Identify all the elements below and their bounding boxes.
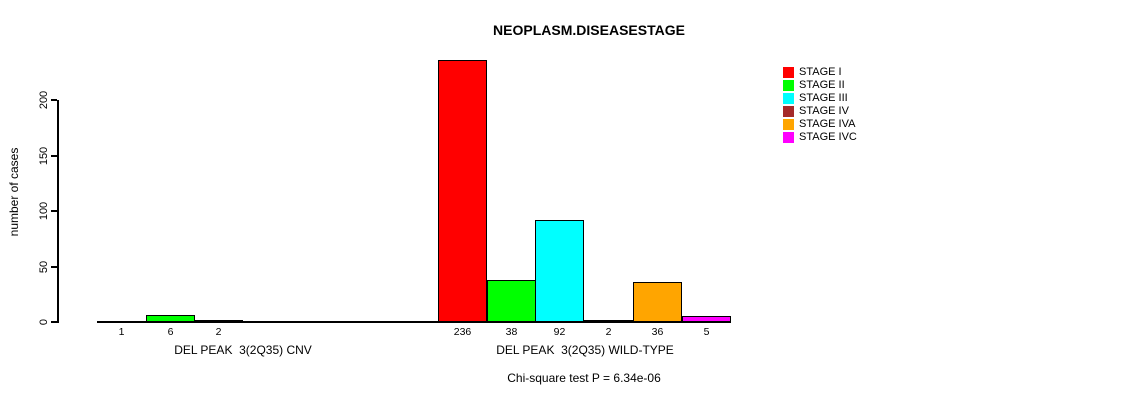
legend-swatch-icon bbox=[783, 132, 794, 143]
legend-label: STAGE III bbox=[799, 92, 848, 104]
bar-value-label: 5 bbox=[703, 326, 710, 338]
legend-item: STAGE IVC bbox=[783, 131, 857, 144]
bar-group2-stage-iii bbox=[535, 220, 584, 322]
bar-value-label: 1 bbox=[118, 326, 125, 338]
bar-value-label: 36 bbox=[651, 326, 664, 338]
y-axis-title: number of cases bbox=[7, 147, 21, 237]
bar-value-label: 92 bbox=[553, 326, 566, 338]
legend-label: STAGE II bbox=[799, 79, 845, 91]
legend-swatch-icon bbox=[783, 119, 794, 130]
legend-item: STAGE II bbox=[783, 79, 857, 92]
y-tick-label: 200 bbox=[38, 90, 50, 110]
legend-item: STAGE IVA bbox=[783, 118, 857, 131]
bar-group1-stage-i bbox=[97, 321, 146, 323]
bar-value-label: 2 bbox=[605, 326, 612, 338]
bar-group2-stage-iv bbox=[584, 320, 633, 322]
legend-item: STAGE III bbox=[783, 92, 857, 105]
y-tick bbox=[51, 321, 57, 323]
legend-swatch-icon bbox=[783, 93, 794, 104]
legend: STAGE I STAGE II STAGE III STAGE IV STAGE IV… bbox=[783, 66, 857, 144]
group-label-cnv: DEL PEAK 3(2Q35) CNV bbox=[174, 343, 312, 357]
chart-title: NEOPLASM.DISEASESTAGE bbox=[493, 22, 685, 38]
y-tick-label: 150 bbox=[38, 146, 50, 165]
y-tick bbox=[51, 154, 57, 157]
y-tick bbox=[51, 99, 57, 101]
y-tick bbox=[51, 265, 57, 268]
y-tick-label: 50 bbox=[38, 260, 50, 273]
y-axis-line bbox=[57, 100, 59, 323]
bar-group2-stage-iva bbox=[633, 282, 682, 322]
x-axis-baseline bbox=[97, 321, 731, 323]
bar-group2-stage-i bbox=[438, 60, 487, 322]
bar-value-label: 6 bbox=[167, 326, 174, 338]
y-tick-label: 100 bbox=[38, 201, 50, 221]
legend-swatch-icon bbox=[783, 67, 794, 78]
legend-label: STAGE IV bbox=[799, 105, 849, 117]
bar-value-label: 38 bbox=[505, 326, 518, 338]
legend-label: STAGE I bbox=[799, 66, 842, 78]
y-tick bbox=[51, 210, 57, 212]
bar-group1-stage-iii bbox=[194, 320, 243, 322]
bar-group2-stage-ii bbox=[487, 280, 536, 322]
legend-item: STAGE IV bbox=[783, 105, 857, 118]
bar-group2-stage-ivc bbox=[682, 316, 731, 322]
y-tick-label: 0 bbox=[38, 318, 50, 326]
bar-value-label: 236 bbox=[453, 326, 472, 338]
bar-group1-stage-ii bbox=[146, 315, 195, 322]
legend-item: STAGE I bbox=[783, 66, 857, 79]
legend-swatch-icon bbox=[783, 80, 794, 91]
group-label-wild-type: DEL PEAK 3(2Q35) WILD-TYPE bbox=[496, 343, 674, 357]
chi-square-annotation: Chi-square test P = 6.34e-06 bbox=[507, 371, 661, 385]
legend-swatch-icon bbox=[783, 106, 794, 117]
legend-label: STAGE IVC bbox=[799, 131, 857, 143]
legend-label: STAGE IVA bbox=[799, 118, 856, 130]
bar-value-label: 2 bbox=[215, 326, 222, 338]
